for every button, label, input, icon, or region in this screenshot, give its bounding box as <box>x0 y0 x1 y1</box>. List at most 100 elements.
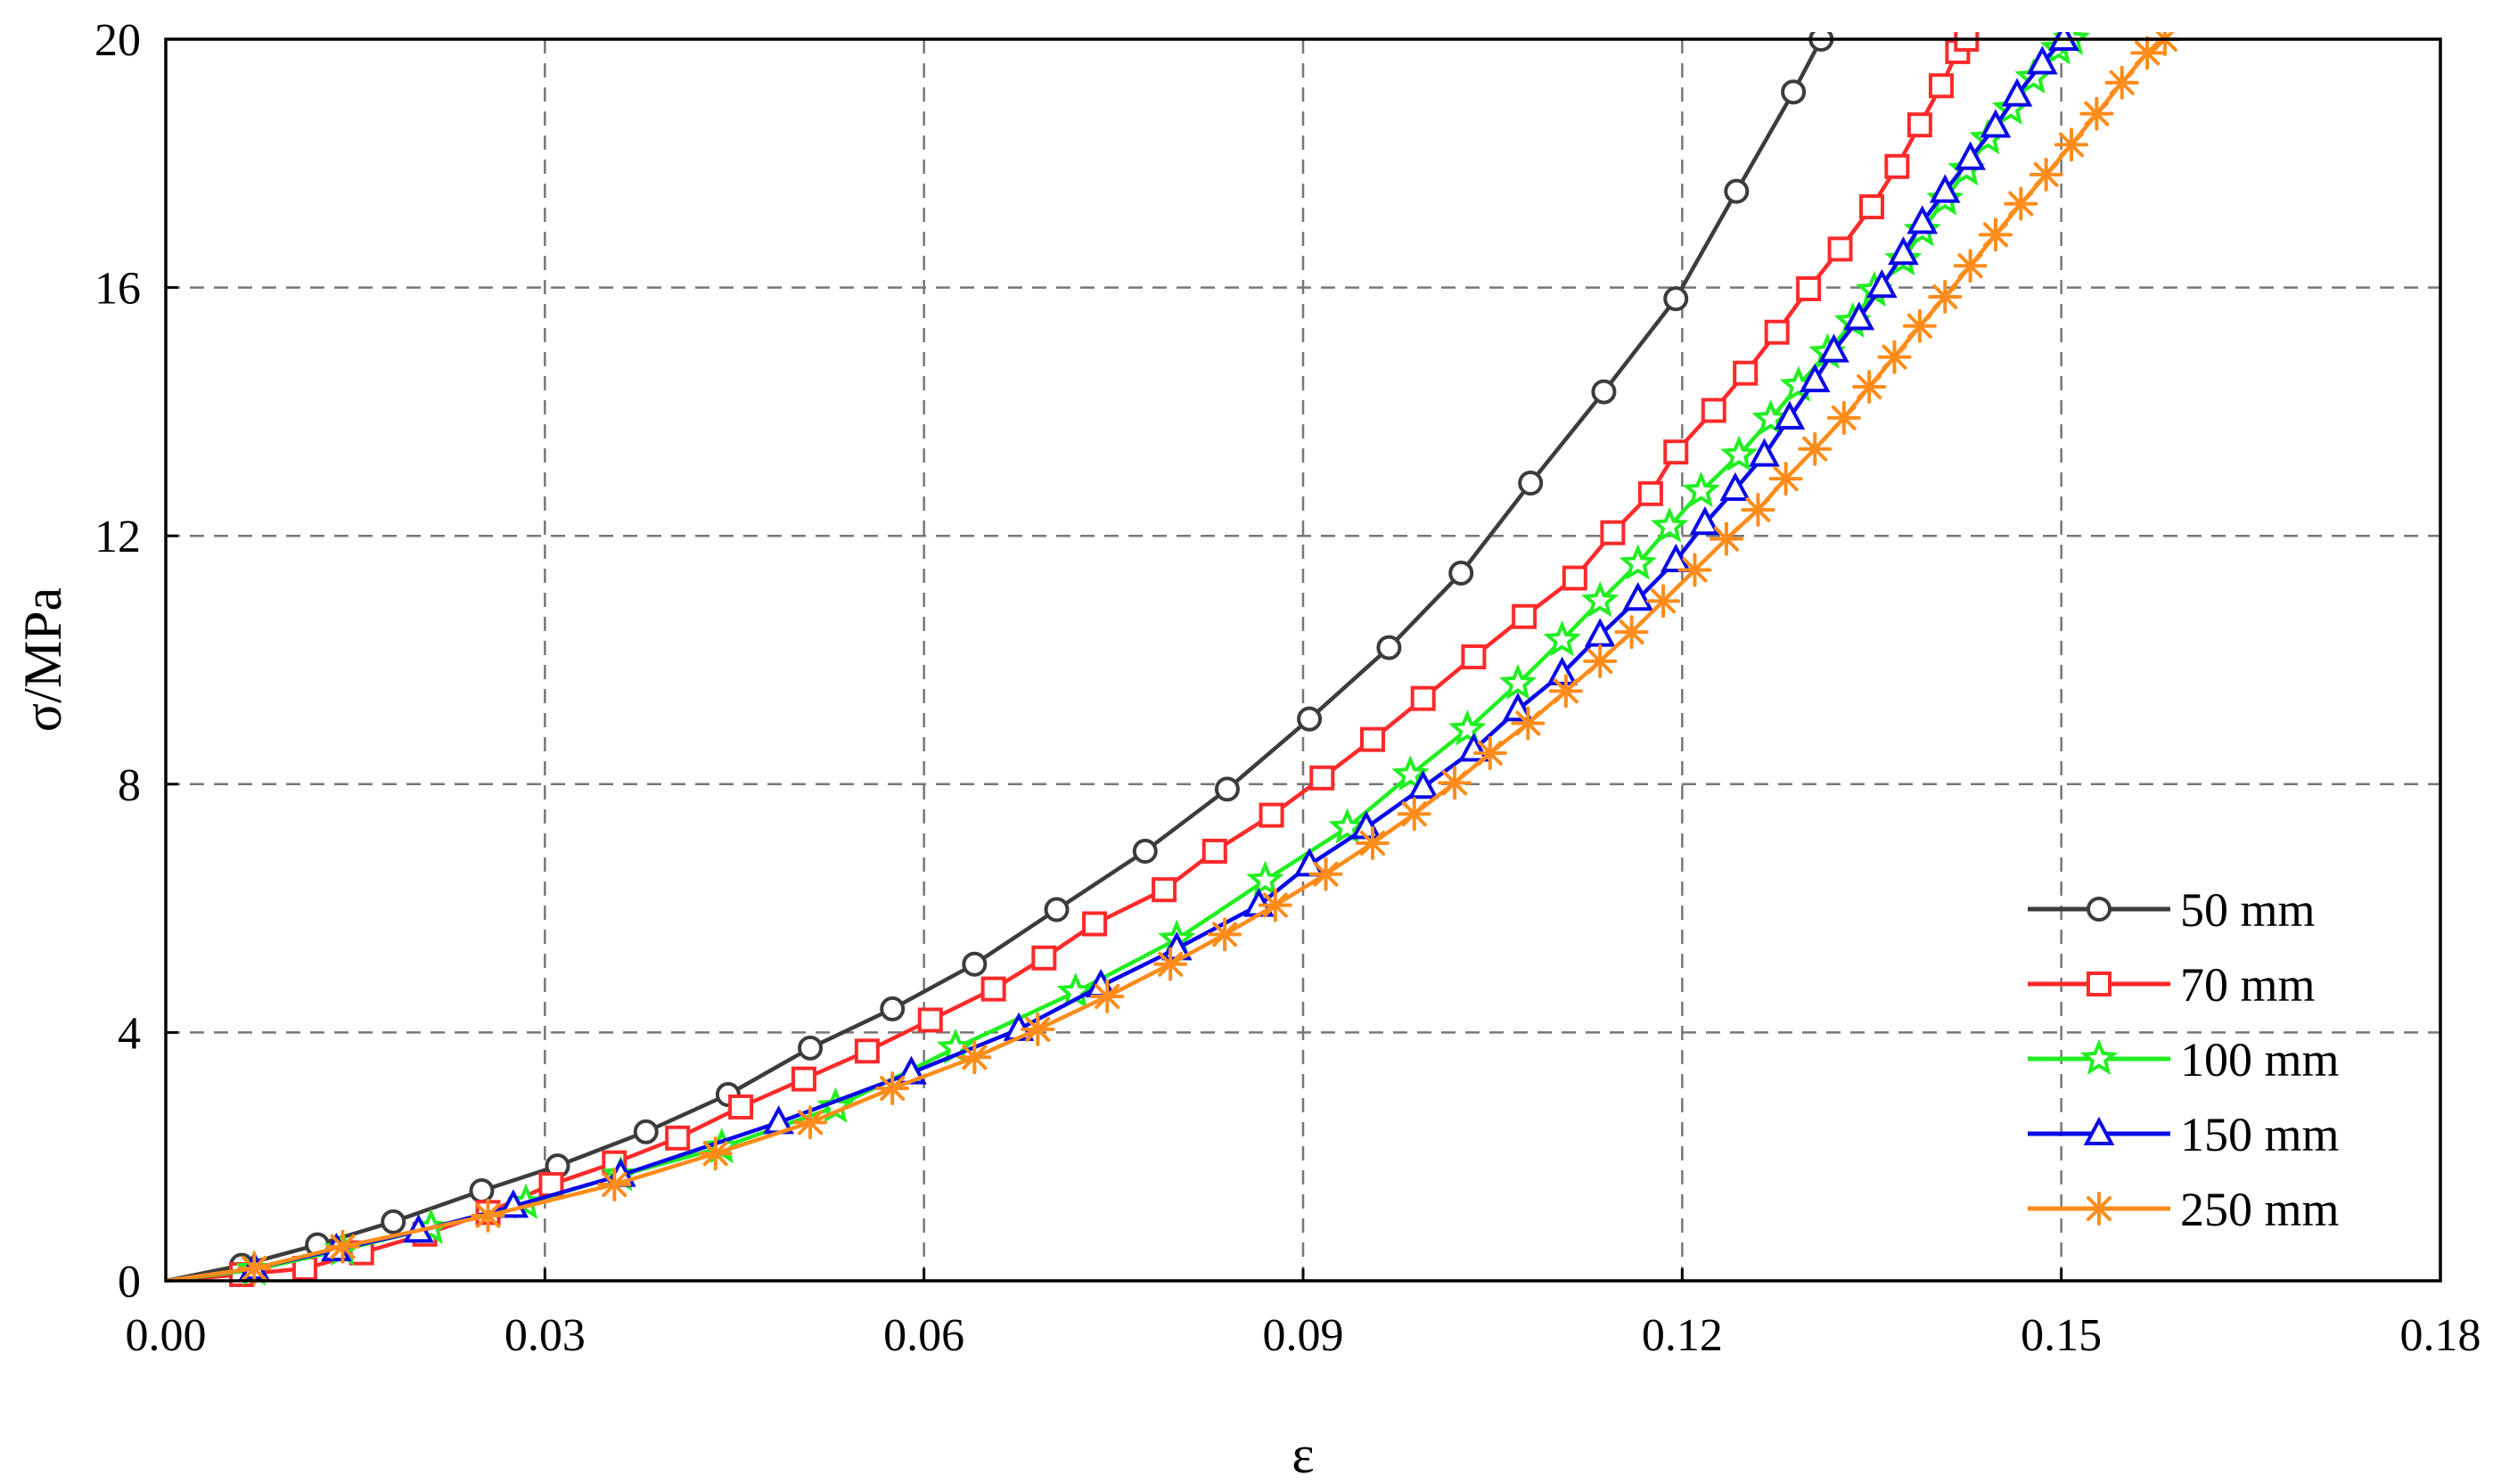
data-point <box>325 1229 360 1264</box>
data-point <box>1132 839 1158 865</box>
data-point <box>1741 492 1775 527</box>
data-point <box>1781 79 1807 105</box>
data-point <box>2029 157 2063 192</box>
data-point <box>2083 1116 2115 1145</box>
data-point <box>1701 398 1726 423</box>
data-point <box>1884 153 1910 179</box>
y-tick-label: 8 <box>118 760 141 811</box>
asterisk-stroke <box>1553 678 1578 704</box>
data-point <box>1852 370 1887 405</box>
data-point <box>957 1040 992 1075</box>
legend-label: 70 mm <box>2180 958 2316 1012</box>
data-point <box>1548 674 1583 709</box>
data-point <box>1031 945 1057 971</box>
data-point <box>1720 435 1759 471</box>
asterisk-stroke <box>1802 436 1828 462</box>
data-point <box>1246 860 1284 897</box>
asterisk-stroke <box>1025 1016 1051 1042</box>
series <box>166 32 1980 1288</box>
data-point <box>1614 615 1649 650</box>
asterisk-stroke <box>1682 557 1708 583</box>
asterisk-stroke <box>2109 70 2135 95</box>
data-point <box>962 951 988 977</box>
data-point <box>1258 888 1292 922</box>
data-point <box>1308 857 1343 891</box>
legend-label: 150 mm <box>2180 1108 2340 1161</box>
data-point <box>633 1119 659 1144</box>
data-point <box>1826 400 1861 435</box>
asterisk-stroke <box>1906 313 1932 339</box>
asterisk-stroke <box>2058 132 2085 158</box>
data-point <box>665 1125 691 1151</box>
asterisk-stroke <box>2008 191 2034 217</box>
data-point <box>1448 560 1474 586</box>
data-point <box>1955 141 1986 170</box>
data-point <box>875 1071 910 1106</box>
data-point <box>1719 471 1751 501</box>
data-point <box>1153 947 1188 981</box>
data-point <box>1764 319 1790 345</box>
y-tick-label: 0 <box>118 1257 141 1308</box>
data-point <box>1663 439 1689 465</box>
data-point <box>1677 553 1712 587</box>
data-point <box>597 1168 632 1202</box>
data-point <box>471 1198 505 1233</box>
data-point <box>1663 286 1689 312</box>
data-point <box>2001 78 2033 107</box>
asterisk-stroke <box>1158 951 1184 977</box>
data-point <box>1600 520 1626 545</box>
data-point <box>1689 506 1721 536</box>
asterisk-stroke <box>1831 405 1857 430</box>
asterisk-stroke <box>1095 983 1120 1010</box>
data-point <box>1498 663 1538 700</box>
data-point <box>1214 776 1240 802</box>
asterisk-stroke <box>2033 161 2059 187</box>
data-point <box>1637 480 1663 506</box>
data-point <box>1511 706 1546 741</box>
legend-item: 150 mm <box>2028 1108 2340 1161</box>
legend-label: 100 mm <box>2180 1033 2340 1086</box>
asterisk-stroke <box>1982 222 2008 248</box>
data-point <box>1259 802 1284 828</box>
data-point <box>1928 280 1963 315</box>
data-point <box>1376 635 1402 660</box>
x-tick-label: 0.12 <box>1642 1310 1723 1361</box>
series-layer <box>166 32 2182 1288</box>
data-point <box>2087 897 2112 922</box>
asterisk-stroke <box>1745 496 1771 522</box>
data-point <box>1888 236 1919 266</box>
asterisk-stroke <box>1587 648 1613 674</box>
data-point <box>1583 644 1618 678</box>
data-point <box>1461 644 1487 670</box>
asterisk-stroke <box>1857 374 1882 400</box>
data-point <box>381 1209 406 1234</box>
data-point <box>1152 877 1177 903</box>
asterisk-stroke <box>1773 466 1799 492</box>
legend-item: 250 mm <box>2028 1183 2340 1236</box>
data-point <box>1309 765 1335 791</box>
data-point <box>1090 980 1125 1014</box>
data-point <box>1929 174 1961 203</box>
x-tick-label: 0.03 <box>504 1310 586 1361</box>
asterisk-stroke <box>475 1202 501 1228</box>
data-point <box>1980 109 2012 138</box>
data-point <box>1796 275 1822 301</box>
y-axis-label: σ/MPa <box>13 587 72 732</box>
data-point <box>2130 36 2165 70</box>
data-point <box>1397 797 1431 832</box>
data-point <box>1906 205 1939 234</box>
data-point <box>1709 521 1743 556</box>
asterisk-stroke <box>242 1256 267 1282</box>
series <box>166 32 1834 1283</box>
axis-ticks: 0.00 0.03 0.06 0.09 0.12 0.15 0.18 0 4 8 12 16 20 <box>94 15 2481 1361</box>
data-point <box>2104 65 2139 100</box>
legend-label: 50 mm <box>2180 883 2316 937</box>
data-point <box>1859 194 1884 220</box>
data-point <box>237 1251 272 1286</box>
data-point <box>1543 620 1581 657</box>
data-point <box>1591 379 1617 405</box>
data-point <box>1978 217 2013 252</box>
data-point <box>1407 770 1439 799</box>
asterisk-stroke <box>2135 40 2161 66</box>
